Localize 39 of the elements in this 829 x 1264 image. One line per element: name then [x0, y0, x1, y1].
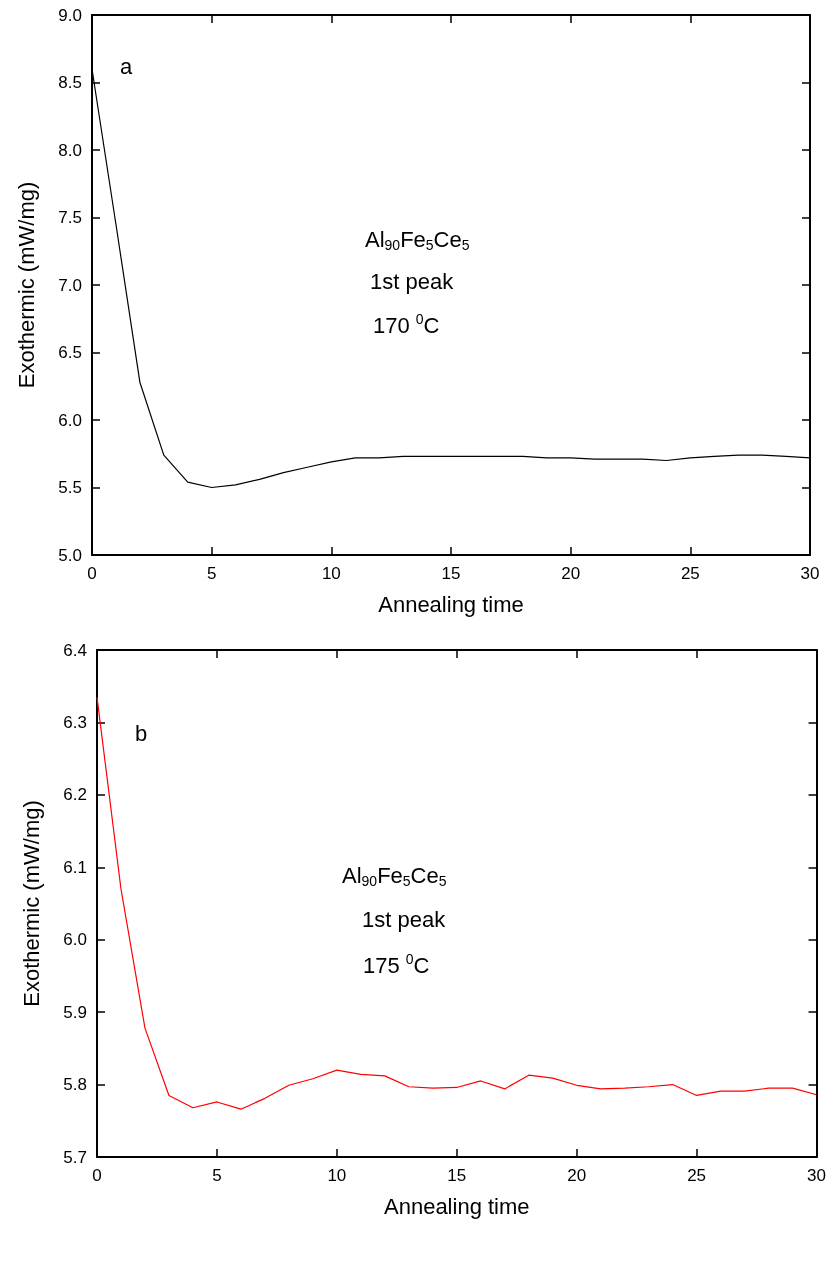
y-tick-label: 6.0 [58, 410, 82, 430]
x-tick-label: 0 [87, 564, 97, 583]
x-tick-label: 25 [687, 1166, 707, 1185]
x-tick-label: 5 [206, 564, 217, 583]
y-tick-label: 9.0 [58, 5, 82, 25]
y-tick-label: 5.9 [63, 1002, 87, 1022]
x-axis-title: Annealing time [378, 591, 524, 617]
annotation: a [120, 53, 133, 79]
y-tick-label: 5.5 [58, 478, 82, 497]
y-tick-label: 6.1 [63, 857, 87, 877]
x-tick-label: 10 [321, 564, 341, 583]
x-tick-label: 10 [327, 1166, 347, 1185]
y-tick-label: 6.0 [63, 930, 87, 950]
annotation: b [135, 720, 148, 746]
y-tick-label: 7.0 [58, 275, 82, 295]
y-tick-label: 6.4 [63, 640, 87, 660]
x-tick-label: 25 [680, 564, 700, 583]
x-axis-title: Annealing time [384, 1193, 530, 1219]
x-tick-label: 0 [92, 1166, 102, 1185]
y-tick-label: 8.0 [58, 140, 82, 160]
x-tick-label: 30 [807, 1166, 827, 1185]
y-tick-label: 6.5 [58, 343, 82, 362]
y-tick-label: 6.3 [63, 712, 87, 732]
y-tick-label: 6.2 [63, 785, 87, 805]
y-axis-title: Exothermic (mW/mg) [13, 181, 39, 389]
x-tick-label: 5 [212, 1166, 222, 1185]
x-tick-label: 20 [567, 1166, 587, 1185]
x-tick-label: 15 [441, 564, 461, 583]
y-tick-label: 5.8 [63, 1075, 87, 1095]
y-tick-label: 5.0 [58, 545, 82, 565]
x-tick-label: 15 [447, 1166, 467, 1185]
annotation: 1st peak [370, 268, 455, 294]
annotation: 1st peak [362, 906, 447, 932]
x-tick-label: 30 [800, 564, 820, 583]
x-tick-label: 20 [561, 564, 581, 583]
y-tick-label: 7.5 [58, 208, 82, 227]
y-tick-label: 8.5 [58, 73, 82, 92]
y-axis-title: Exothermic (mW/mg) [18, 800, 44, 1007]
y-tick-label: 5.7 [63, 1147, 87, 1167]
